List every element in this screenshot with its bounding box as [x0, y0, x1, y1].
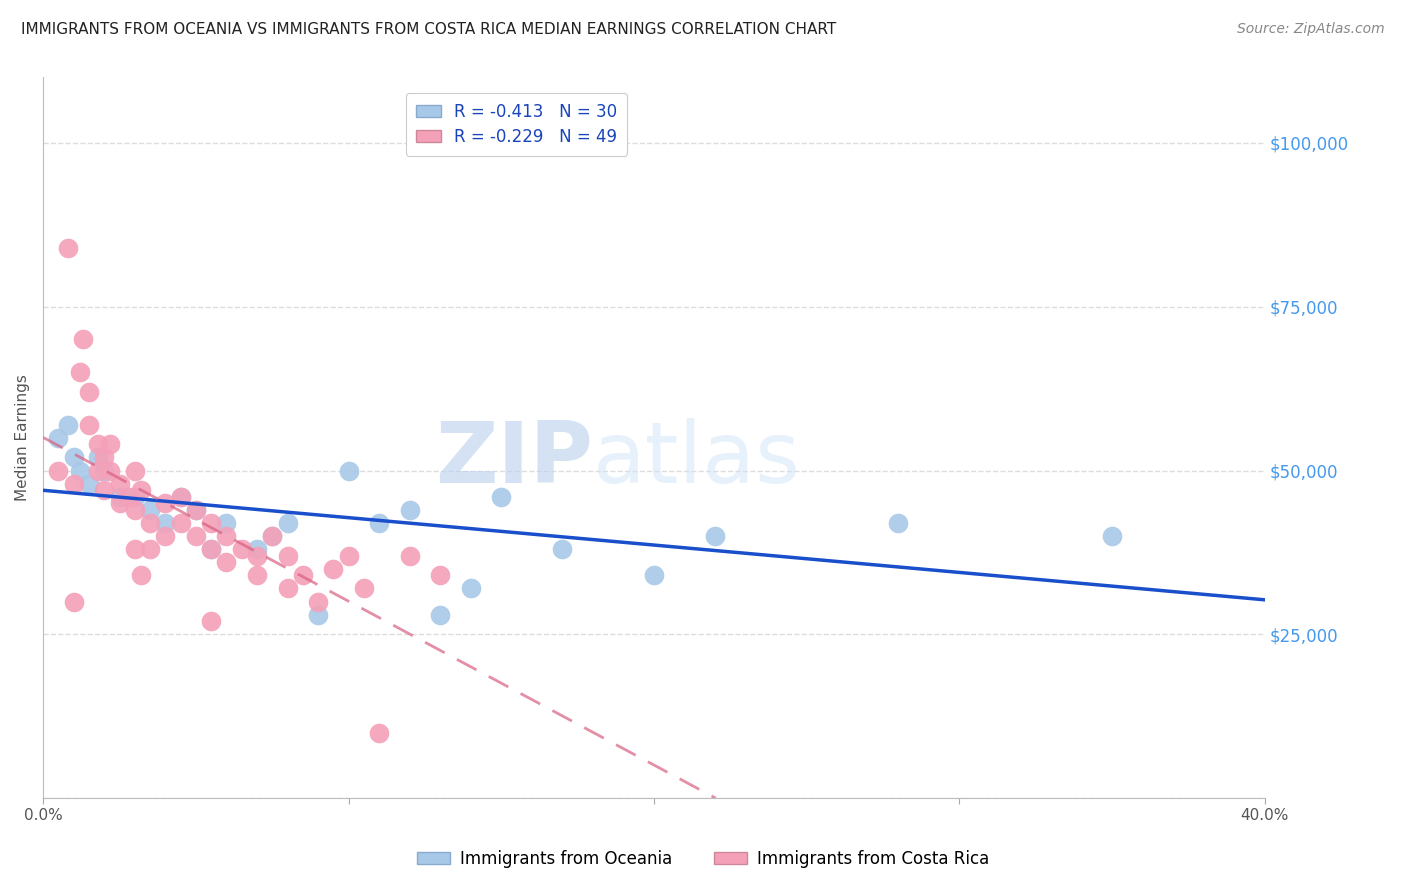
Point [56, 417, 79, 432]
Point [139, 503, 162, 517]
Point [368, 725, 391, 739]
Point [108, 496, 131, 510]
Point [169, 490, 191, 504]
Point [87, 450, 110, 465]
Point [231, 542, 253, 557]
Legend: Immigrants from Oceania, Immigrants from Costa Rica: Immigrants from Oceania, Immigrants from… [411, 844, 995, 875]
Legend: R = -0.413   N = 30, R = -0.229   N = 49: R = -0.413 N = 30, R = -0.229 N = 49 [406, 93, 627, 155]
Point [704, 529, 727, 543]
Point [77, 384, 100, 399]
Point [139, 542, 162, 557]
Point [215, 529, 238, 543]
Point [155, 529, 177, 543]
Point [124, 463, 146, 477]
Point [93, 450, 115, 465]
Point [429, 607, 451, 622]
Point [276, 516, 298, 530]
Y-axis label: Median Earnings: Median Earnings [15, 375, 30, 501]
Point [69, 365, 91, 379]
Point [551, 542, 574, 557]
Point [184, 529, 207, 543]
Text: ZIP: ZIP [436, 417, 593, 501]
Point [93, 483, 115, 498]
Point [62, 450, 84, 465]
Point [307, 607, 329, 622]
Point [108, 476, 131, 491]
Point [129, 568, 152, 582]
Point [246, 568, 269, 582]
Point [322, 562, 344, 576]
Point [337, 549, 360, 563]
Point [200, 516, 222, 530]
Point [353, 582, 375, 596]
Point [643, 568, 665, 582]
Point [87, 437, 110, 451]
Point [129, 483, 152, 498]
Point [491, 490, 513, 504]
Text: Source: ZipAtlas.com: Source: ZipAtlas.com [1237, 22, 1385, 37]
Point [72, 333, 94, 347]
Point [124, 490, 146, 504]
Text: atlas: atlas [593, 417, 801, 501]
Point [155, 516, 177, 530]
Point [307, 594, 329, 608]
Point [276, 582, 298, 596]
Point [215, 555, 238, 569]
Point [48, 431, 70, 445]
Point [169, 516, 191, 530]
Point [398, 549, 420, 563]
Point [398, 503, 420, 517]
Point [124, 542, 146, 557]
Point [200, 542, 222, 557]
Text: IMMIGRANTS FROM OCEANIA VS IMMIGRANTS FROM COSTA RICA MEDIAN EARNINGS CORRELATIO: IMMIGRANTS FROM OCEANIA VS IMMIGRANTS FR… [21, 22, 837, 37]
Point [1101, 529, 1123, 543]
Point [100, 463, 122, 477]
Point [77, 417, 100, 432]
Point [93, 463, 115, 477]
Point [62, 476, 84, 491]
Point [246, 542, 269, 557]
Point [337, 463, 360, 477]
Point [262, 529, 284, 543]
Point [108, 490, 131, 504]
Point [368, 516, 391, 530]
Point [56, 241, 79, 255]
Point [87, 463, 110, 477]
Point [246, 549, 269, 563]
Point [276, 549, 298, 563]
Point [62, 594, 84, 608]
Point [139, 516, 162, 530]
Point [48, 463, 70, 477]
Point [887, 516, 910, 530]
Point [215, 516, 238, 530]
Point [200, 614, 222, 628]
Point [118, 490, 141, 504]
Point [124, 503, 146, 517]
Point [100, 437, 122, 451]
Point [460, 582, 482, 596]
Point [429, 568, 451, 582]
Point [184, 503, 207, 517]
Point [77, 476, 100, 491]
Point [169, 490, 191, 504]
Point [69, 463, 91, 477]
Point [155, 496, 177, 510]
Point [291, 568, 314, 582]
Point [184, 503, 207, 517]
Point [262, 529, 284, 543]
Point [200, 542, 222, 557]
